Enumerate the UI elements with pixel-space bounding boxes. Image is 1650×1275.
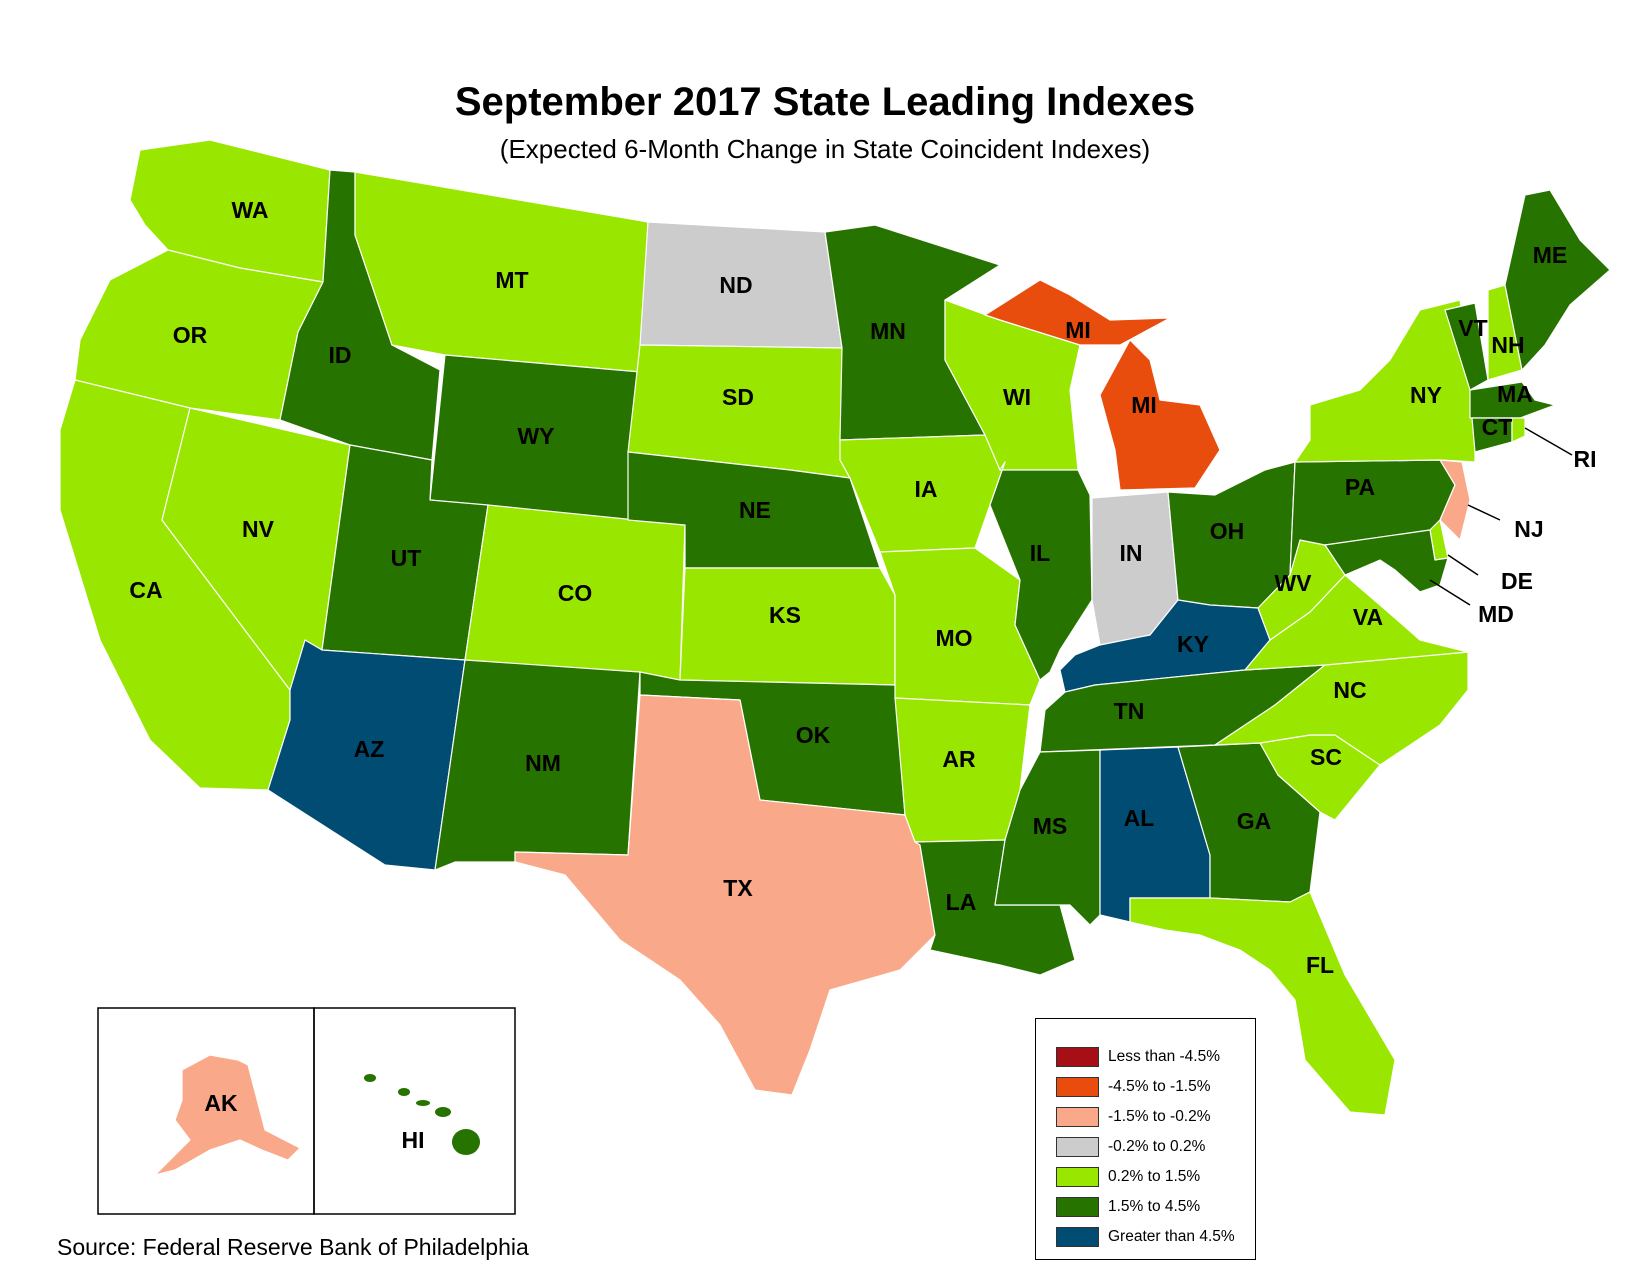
label-az: AZ xyxy=(354,736,385,762)
label-md: MD xyxy=(1478,601,1514,627)
legend-label: Greater than 4.5% xyxy=(1108,1228,1235,1245)
state-mi xyxy=(1099,339,1221,491)
state-hi xyxy=(364,1074,480,1155)
label-nh: NH xyxy=(1491,332,1524,358)
legend-swatch xyxy=(1056,1077,1099,1097)
label-ut: UT xyxy=(391,545,422,571)
label-ky: KY xyxy=(1177,631,1209,657)
label-nv: NV xyxy=(242,516,275,542)
label-me: ME xyxy=(1533,242,1568,268)
legend-label: -4.5% to -1.5% xyxy=(1108,1078,1211,1095)
label-ms: MS xyxy=(1033,813,1068,839)
label-ok: OK xyxy=(796,722,831,748)
label-ri: RI xyxy=(1574,446,1597,472)
label-co: CO xyxy=(558,580,593,606)
label-sc: SC xyxy=(1310,744,1342,770)
legend-swatch xyxy=(1056,1107,1099,1127)
legend-swatch xyxy=(1056,1227,1099,1247)
label-ar: AR xyxy=(942,746,976,772)
state-labels: WA OR CA NV ID MT WY UT AZ CO NM ND SD N… xyxy=(129,197,1596,1153)
label-al: AL xyxy=(1124,805,1155,831)
legend-swatch xyxy=(1056,1137,1099,1157)
state-ny xyxy=(1294,299,1476,463)
label-ma: MA xyxy=(1497,381,1533,407)
label-hi: HI xyxy=(402,1127,425,1153)
legend-item: -1.5% to -0.2% xyxy=(1056,1106,1211,1128)
label-la: LA xyxy=(946,889,977,915)
legend-item: Greater than 4.5% xyxy=(1056,1226,1235,1248)
legend-swatch xyxy=(1056,1047,1099,1067)
label-wv: WV xyxy=(1274,570,1312,596)
label-mt: MT xyxy=(495,267,528,293)
legend-item: 1.5% to 4.5% xyxy=(1056,1196,1200,1218)
label-nj: NJ xyxy=(1514,516,1543,542)
label-nd: ND xyxy=(719,272,752,298)
label-ia: IA xyxy=(915,476,938,502)
label-oh: OH xyxy=(1210,518,1245,544)
map-subtitle: (Expected 6-Month Change in State Coinci… xyxy=(499,134,1151,164)
legend-label: 1.5% to 4.5% xyxy=(1108,1198,1201,1215)
legend-item: -4.5% to -1.5% xyxy=(1056,1076,1211,1098)
state-or xyxy=(74,249,324,421)
label-ny: NY xyxy=(1410,382,1442,408)
label-nm: NM xyxy=(525,750,561,776)
state-ma xyxy=(1469,381,1556,419)
label-ca: CA xyxy=(129,577,162,603)
legend-label: -0.2% to 0.2% xyxy=(1108,1138,1206,1155)
label-wy: WY xyxy=(517,423,554,449)
state-md xyxy=(1324,529,1449,593)
label-nc: NC xyxy=(1333,677,1366,703)
label-or: OR xyxy=(173,322,208,348)
state-nj xyxy=(1439,459,1471,541)
state-mi-upper xyxy=(984,279,1171,346)
hawaii-inset-frame xyxy=(313,1007,516,1215)
label-wa: WA xyxy=(231,197,268,223)
legend-label: 0.2% to 1.5% xyxy=(1108,1168,1201,1185)
state-ri xyxy=(1511,417,1526,443)
label-ne: NE xyxy=(739,497,771,523)
legend-swatch xyxy=(1056,1197,1099,1217)
legend-swatch xyxy=(1056,1167,1099,1187)
label-wi: WI xyxy=(1003,384,1031,410)
label-vt: VT xyxy=(1458,315,1487,341)
state-me xyxy=(1504,189,1611,371)
label-tx: TX xyxy=(723,875,753,901)
legend-label: -1.5% to -0.2% xyxy=(1108,1108,1211,1125)
label-de: DE xyxy=(1501,568,1533,594)
label-va: VA xyxy=(1353,604,1383,630)
label-in: IN xyxy=(1120,540,1143,566)
label-mi-upper: MI xyxy=(1065,317,1091,343)
label-fl: FL xyxy=(1306,952,1334,978)
state-il xyxy=(989,461,1093,681)
label-ga: GA xyxy=(1237,808,1272,834)
legend-label: Less than -4.5% xyxy=(1108,1048,1221,1065)
label-il: IL xyxy=(1030,540,1050,566)
label-ct: CT xyxy=(1482,414,1513,440)
label-ks: KS xyxy=(769,602,801,628)
label-tn: TN xyxy=(1114,698,1145,724)
source-note: Source: Federal Reserve Bank of Philadel… xyxy=(57,1234,529,1260)
legend: Less than -4.5% -4.5% to -1.5% -1.5% to … xyxy=(1035,1018,1256,1260)
legend-item: 0.2% to 1.5% xyxy=(1056,1166,1200,1188)
state-fl xyxy=(1129,891,1396,1116)
legend-item: Less than -4.5% xyxy=(1056,1046,1220,1068)
label-ak: AK xyxy=(204,1090,238,1116)
state-nc xyxy=(1214,651,1469,766)
label-mn: MN xyxy=(870,318,906,344)
state-ak xyxy=(154,1054,301,1176)
label-pa: PA xyxy=(1345,474,1375,500)
label-sd: SD xyxy=(722,384,754,410)
label-mi: MI xyxy=(1131,392,1157,418)
map-title: September 2017 State Leading Indexes xyxy=(454,80,1196,124)
legend-item: -0.2% to 0.2% xyxy=(1056,1136,1205,1158)
label-id: ID xyxy=(329,342,352,368)
label-mo: MO xyxy=(935,625,972,651)
